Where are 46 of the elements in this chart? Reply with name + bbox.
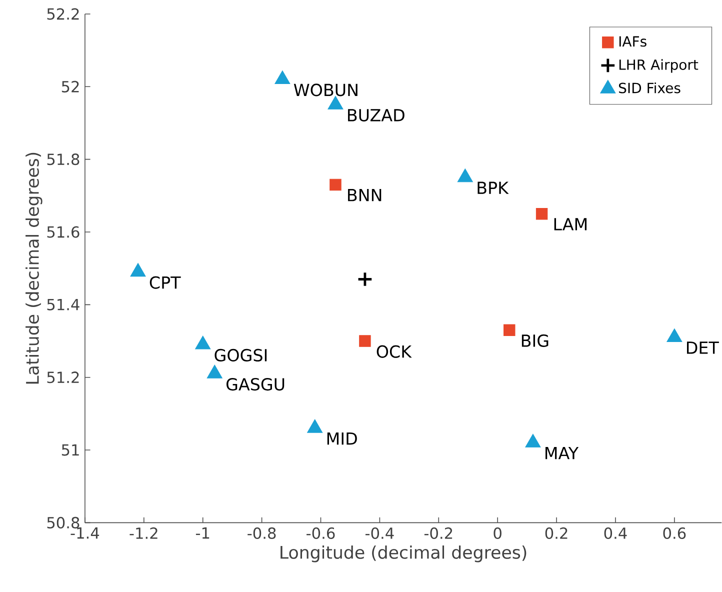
y-axis-title: Latitude (decimal degrees) [26,153,42,384]
annotation: GOGSI [214,349,267,362]
point [666,328,682,342]
point [274,70,290,84]
annotation: BPK [478,182,509,194]
point [328,96,344,110]
y-tick-label: 51 [62,444,79,456]
legend-label: IAFs [619,36,646,47]
x-axis-title: Longitude (decimal degrees) [280,546,526,562]
x-tick-label: -1.2 [130,528,158,539]
annotation: BUZAD [348,109,404,122]
y-tick-label: 51.6 [47,226,80,238]
annotation: GASGU [226,378,284,391]
y-tick-label: 51.4 [47,299,80,311]
annotation: MAY [546,447,579,460]
point [525,434,541,448]
annotation: WOBUN [294,84,358,96]
x-tick-label: 0.2 [545,528,568,540]
legend-label: SID Fixes [618,82,680,94]
x-tick-label: -0.4 [366,528,394,540]
x-tick-label: -0.6 [306,528,335,540]
point [130,263,146,277]
x-tick-label: 0.4 [604,528,627,540]
y-tick-label: 50.8 [47,517,80,529]
y-tick-label: 51.8 [47,154,80,166]
point [206,364,222,378]
legend-label: LHR Airport [619,59,698,73]
y-tick-label: 52.2 [47,8,79,20]
annotation: DET [686,342,719,354]
point [195,336,211,350]
annotation: BIG [522,334,548,348]
point [457,168,473,182]
x-tick-label: 0 [494,528,502,540]
x-tick-label: -1.4 [70,528,100,539]
annotation: LAM [554,218,587,230]
annotation: OCK [376,345,412,358]
annotation: BNN [348,189,382,202]
x-tick-label: -0.8 [248,528,276,540]
point [307,419,323,433]
x-tick-label: -1 [196,528,210,539]
annotation: CPT [150,276,181,290]
y-tick-label: 51.2 [47,372,79,384]
annotation: MID [327,432,357,445]
x-tick-label: 0.6 [663,528,686,540]
x-tick-label: -0.2 [424,528,452,540]
y-tick-label: 52 [62,81,79,93]
